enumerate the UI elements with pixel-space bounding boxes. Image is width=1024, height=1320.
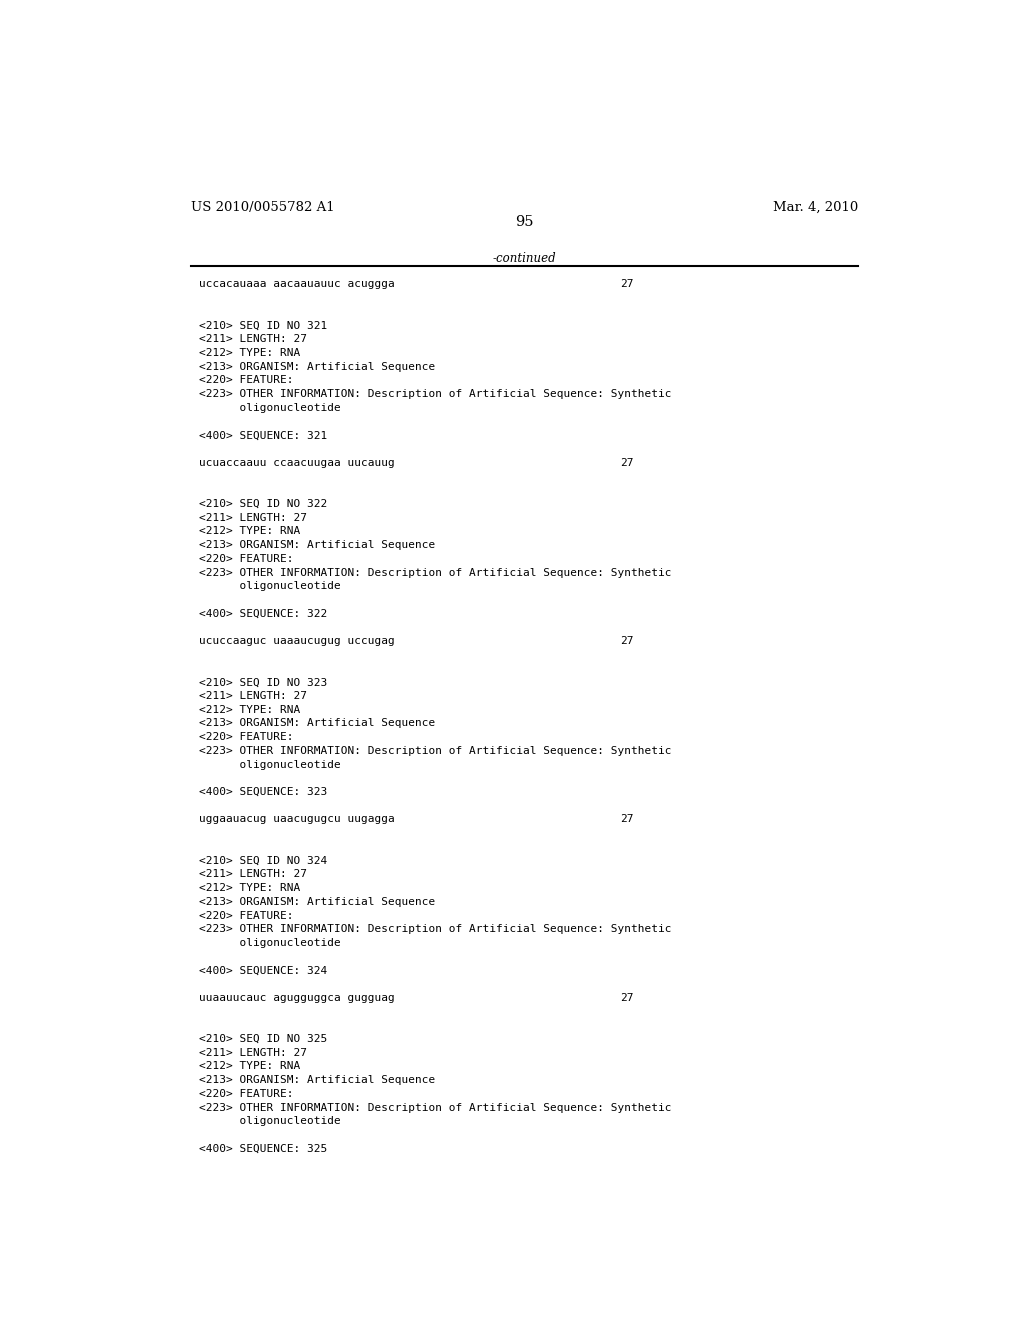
Text: <211> LENGTH: 27: <211> LENGTH: 27 (200, 870, 307, 879)
Text: <220> FEATURE:: <220> FEATURE: (200, 554, 294, 564)
Text: <223> OTHER INFORMATION: Description of Artificial Sequence: Synthetic: <223> OTHER INFORMATION: Description of … (200, 568, 672, 578)
Text: <213> ORGANISM: Artificial Sequence: <213> ORGANISM: Artificial Sequence (200, 718, 435, 729)
Text: uuaauucauc agugguggca gugguag: uuaauucauc agugguggca gugguag (200, 993, 395, 1003)
Text: Mar. 4, 2010: Mar. 4, 2010 (773, 201, 858, 214)
Text: <400> SEQUENCE: 323: <400> SEQUENCE: 323 (200, 787, 328, 797)
Text: <212> TYPE: RNA: <212> TYPE: RNA (200, 705, 301, 714)
Text: <220> FEATURE:: <220> FEATURE: (200, 911, 294, 920)
Text: <223> OTHER INFORMATION: Description of Artificial Sequence: Synthetic: <223> OTHER INFORMATION: Description of … (200, 389, 672, 399)
Text: <212> TYPE: RNA: <212> TYPE: RNA (200, 348, 301, 358)
Text: 27: 27 (620, 993, 634, 1003)
Text: <210> SEQ ID NO 323: <210> SEQ ID NO 323 (200, 677, 328, 688)
Text: US 2010/0055782 A1: US 2010/0055782 A1 (191, 201, 335, 214)
Text: 27: 27 (620, 636, 634, 645)
Text: <400> SEQUENCE: 325: <400> SEQUENCE: 325 (200, 1144, 328, 1154)
Text: <212> TYPE: RNA: <212> TYPE: RNA (200, 527, 301, 536)
Text: <223> OTHER INFORMATION: Description of Artificial Sequence: Synthetic: <223> OTHER INFORMATION: Description of … (200, 746, 672, 756)
Text: uccacauaaa aacaauauuc acuggga: uccacauaaa aacaauauuc acuggga (200, 280, 395, 289)
Text: oligonucleotide: oligonucleotide (200, 759, 341, 770)
Text: <211> LENGTH: 27: <211> LENGTH: 27 (200, 512, 307, 523)
Text: <220> FEATURE:: <220> FEATURE: (200, 1089, 294, 1100)
Text: <400> SEQUENCE: 324: <400> SEQUENCE: 324 (200, 965, 328, 975)
Text: <211> LENGTH: 27: <211> LENGTH: 27 (200, 690, 307, 701)
Text: <223> OTHER INFORMATION: Description of Artificial Sequence: Synthetic: <223> OTHER INFORMATION: Description of … (200, 1102, 672, 1113)
Text: 95: 95 (515, 215, 535, 230)
Text: <211> LENGTH: 27: <211> LENGTH: 27 (200, 1048, 307, 1057)
Text: 27: 27 (620, 814, 634, 825)
Text: <210> SEQ ID NO 324: <210> SEQ ID NO 324 (200, 855, 328, 866)
Text: <212> TYPE: RNA: <212> TYPE: RNA (200, 883, 301, 894)
Text: oligonucleotide: oligonucleotide (200, 1117, 341, 1126)
Text: oligonucleotide: oligonucleotide (200, 939, 341, 948)
Text: oligonucleotide: oligonucleotide (200, 581, 341, 591)
Text: <213> ORGANISM: Artificial Sequence: <213> ORGANISM: Artificial Sequence (200, 362, 435, 372)
Text: <210> SEQ ID NO 325: <210> SEQ ID NO 325 (200, 1034, 328, 1044)
Text: <400> SEQUENCE: 321: <400> SEQUENCE: 321 (200, 430, 328, 441)
Text: ucuccaaguc uaaaucugug uccugag: ucuccaaguc uaaaucugug uccugag (200, 636, 395, 645)
Text: uggaauacug uaacugugcu uugagga: uggaauacug uaacugugcu uugagga (200, 814, 395, 825)
Text: <223> OTHER INFORMATION: Description of Artificial Sequence: Synthetic: <223> OTHER INFORMATION: Description of … (200, 924, 672, 935)
Text: -continued: -continued (493, 252, 557, 265)
Text: ucuaccaauu ccaacuugaa uucauug: ucuaccaauu ccaacuugaa uucauug (200, 458, 395, 467)
Text: <211> LENGTH: 27: <211> LENGTH: 27 (200, 334, 307, 345)
Text: <210> SEQ ID NO 322: <210> SEQ ID NO 322 (200, 499, 328, 510)
Text: <220> FEATURE:: <220> FEATURE: (200, 375, 294, 385)
Text: <213> ORGANISM: Artificial Sequence: <213> ORGANISM: Artificial Sequence (200, 896, 435, 907)
Text: <210> SEQ ID NO 321: <210> SEQ ID NO 321 (200, 321, 328, 330)
Text: 27: 27 (620, 280, 634, 289)
Text: <213> ORGANISM: Artificial Sequence: <213> ORGANISM: Artificial Sequence (200, 540, 435, 550)
Text: oligonucleotide: oligonucleotide (200, 403, 341, 413)
Text: <213> ORGANISM: Artificial Sequence: <213> ORGANISM: Artificial Sequence (200, 1076, 435, 1085)
Text: 27: 27 (620, 458, 634, 467)
Text: <220> FEATURE:: <220> FEATURE: (200, 733, 294, 742)
Text: <400> SEQUENCE: 322: <400> SEQUENCE: 322 (200, 609, 328, 619)
Text: <212> TYPE: RNA: <212> TYPE: RNA (200, 1061, 301, 1072)
